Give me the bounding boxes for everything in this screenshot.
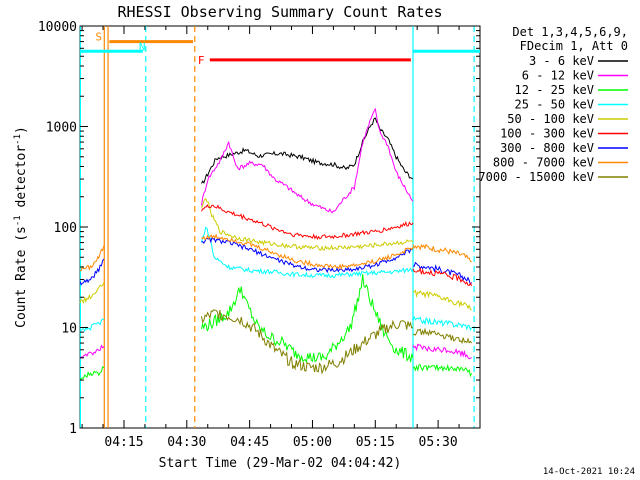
- pre-segment-line: [79, 245, 105, 272]
- x-tick-label: 04:15: [104, 435, 143, 450]
- series-line: [201, 233, 414, 271]
- y-tick-label: 100: [54, 221, 77, 236]
- y-axis-label: Count Rate (s-1 detector-1): [13, 126, 29, 328]
- x-axis-label: Start Time (29-Mar-02 04:04:42): [159, 456, 402, 471]
- y-tick-label: 1: [69, 422, 77, 437]
- y-axis-label-sup1: -1: [13, 215, 23, 226]
- pre-segment-line: [79, 318, 105, 333]
- legend-entry-label: 50 - 100 keV: [507, 112, 594, 126]
- post-segment-line: [412, 343, 472, 360]
- post-segment-line: [412, 267, 473, 287]
- legend-header-line-2: FDecim 1, Att 0: [520, 39, 628, 53]
- series-line: [201, 309, 414, 375]
- post-segment-line: [412, 289, 472, 311]
- legend-header-line-1: Det 1,3,4,5,6,9,: [512, 25, 628, 39]
- legend-entry-label: 12 - 25 keV: [515, 83, 594, 97]
- post-segment-line: [412, 327, 473, 345]
- y-tick-label: 10000: [38, 20, 77, 35]
- plot-frame: [79, 25, 481, 429]
- x-tick-label: 05:00: [293, 435, 332, 450]
- flag-bar-label: S: [95, 31, 102, 44]
- flag-bars: S N F: [80, 31, 480, 67]
- legend-entry-label: 6 - 12 keV: [522, 69, 594, 83]
- vertical-markers: [79, 26, 475, 428]
- post-segment-line: [412, 363, 473, 378]
- series-lines: [79, 107, 473, 381]
- x-tick-label: 04:45: [230, 435, 269, 450]
- x-axis: 04:15 04:30 04:45 05:00 05:15 05:30: [81, 26, 460, 450]
- x-tick-label: 04:30: [167, 435, 206, 450]
- y-axis-label-end: ): [14, 126, 29, 134]
- series-line: [201, 226, 414, 279]
- y-axis-label-main: Count Rate (s: [14, 226, 29, 328]
- pre-segment-line: [79, 366, 105, 381]
- plot-area: S N F 1 10 100 1000 10000 04:15 04:30 04:45 05:00…: [38, 20, 481, 450]
- flag-bar-label: N: [139, 40, 146, 53]
- legend-entry-label: 300 - 800 keV: [500, 141, 594, 155]
- x-tick-label: 05:30: [419, 435, 458, 450]
- legend-entry-label: 100 - 300 keV: [500, 127, 594, 141]
- series-line: [201, 107, 414, 214]
- y-axis: 1 10 100 1000 10000: [38, 20, 480, 437]
- series-line: [201, 197, 414, 251]
- post-segment-line: [412, 243, 472, 263]
- legend-entry-label: 800 - 7000 keV: [493, 156, 594, 170]
- series-line: [201, 203, 414, 241]
- pre-segment-line: [79, 258, 105, 286]
- y-tick-label: 1000: [46, 121, 77, 136]
- x-tick-label: 05:15: [356, 435, 395, 450]
- legend-entry-label: 3 - 6 keV: [529, 54, 594, 68]
- y-tick-label: 10: [61, 322, 77, 337]
- series-line: [201, 117, 414, 184]
- legend: Det 1,3,4,5,6,9, FDecim 1, Att 0 3 - 6 k…: [478, 25, 628, 184]
- legend-entry-label: 7000 - 15000 keV: [478, 170, 594, 184]
- y-axis-label-mid: detector: [14, 145, 29, 216]
- pre-segment-line: [79, 282, 105, 305]
- series-line: [201, 236, 414, 274]
- chart-title: RHESSI Observing Summary Count Rates: [117, 3, 442, 21]
- series-line: [201, 273, 414, 364]
- flag-bar-label: F: [198, 54, 205, 67]
- legend-entry-label: 25 - 50 keV: [515, 98, 594, 112]
- pre-segment-line: [79, 344, 105, 359]
- footer-date: 14-Oct-2021 10:24: [543, 467, 635, 477]
- y-axis-label-sup2: -1: [13, 134, 23, 145]
- post-segment-line: [412, 315, 473, 332]
